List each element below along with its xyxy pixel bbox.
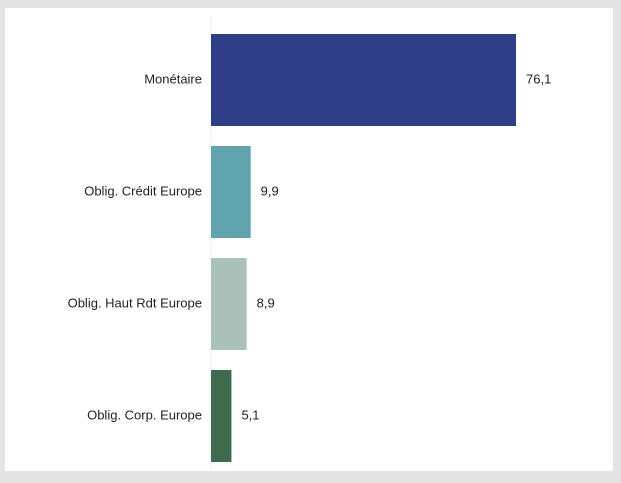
bar (211, 34, 516, 126)
category-label: Oblig. Crédit Europe (84, 183, 202, 198)
category-label: Oblig. Haut Rdt Europe (68, 295, 202, 310)
bar (211, 258, 247, 350)
value-label: 8,9 (257, 295, 275, 310)
value-label: 5,1 (241, 407, 259, 422)
value-label: 9,9 (261, 183, 279, 198)
bar (211, 146, 251, 238)
category-label: Monétaire (144, 71, 202, 86)
value-label: 76,1 (526, 71, 551, 86)
bar (211, 370, 232, 462)
category-label: Oblig. Corp. Europe (87, 407, 202, 422)
